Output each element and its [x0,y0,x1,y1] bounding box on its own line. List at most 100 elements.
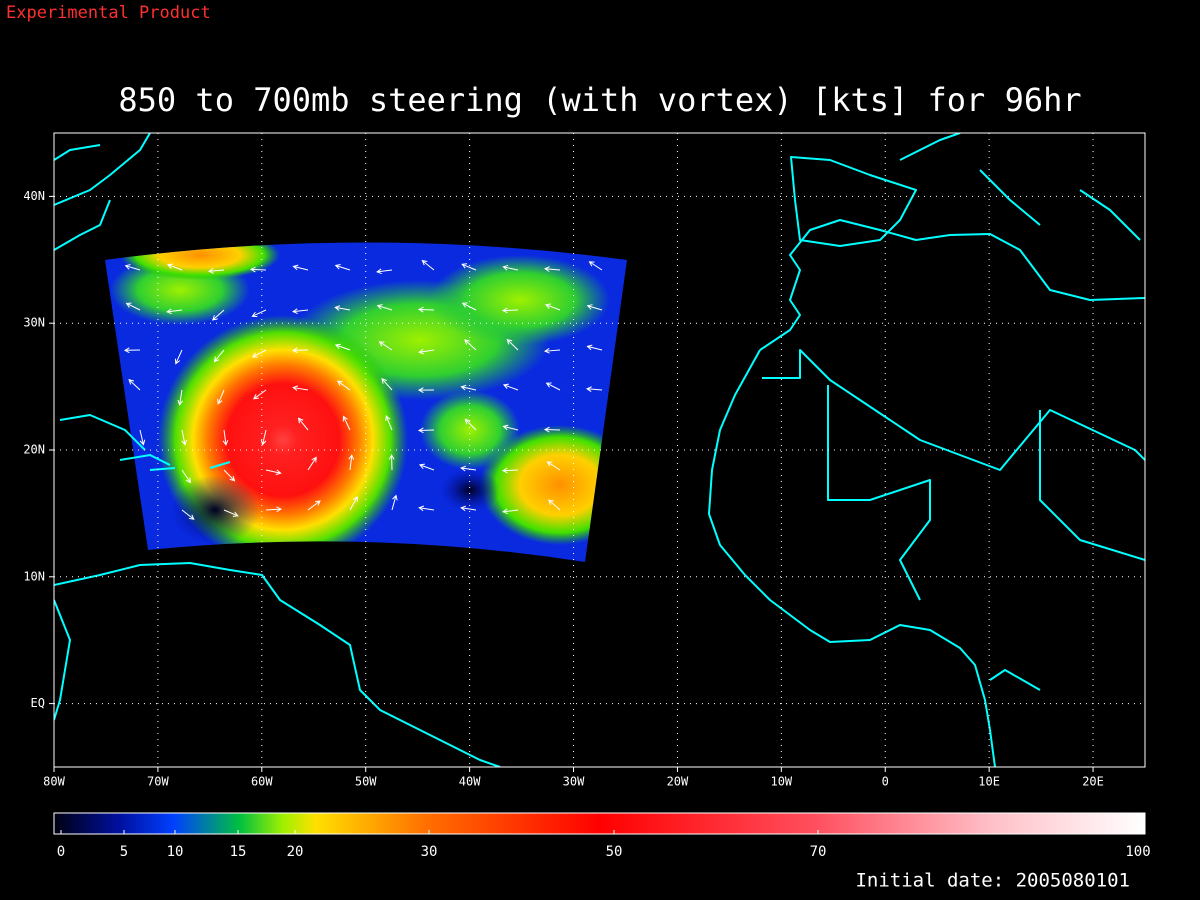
arrow [124,264,141,271]
arrow [181,509,195,520]
arrow [181,429,187,446]
arrow [265,469,282,476]
arrow [139,429,146,446]
arrow [586,304,603,311]
x-tick-label: 70W [147,775,169,789]
arrow [502,264,519,271]
arrow [166,263,183,271]
colorbar-tick-label: 15 [230,844,247,860]
colorbar-tick-label: 100 [1125,844,1150,860]
colorbar-tick-label: 0 [57,844,65,860]
x-tick-label: 20W [667,775,689,789]
arrow [417,427,435,434]
arrow [297,417,309,431]
arrow [376,268,393,275]
y-tick-label: 20N [23,443,45,457]
arrow [378,341,393,351]
arrow [464,339,477,351]
arrow [217,389,225,405]
arrow [251,349,267,358]
arrow [265,506,283,513]
arrow [337,380,351,391]
arrow [292,264,309,271]
arrow [588,261,603,271]
grid [54,133,1145,767]
arrow [545,382,561,391]
arrow [253,389,267,400]
axes: 80W 70W 60W 50W 40W 30W 20W 10W 0 10E 20E EQ 10N 20N 3… [23,189,1104,789]
arrow [461,302,477,311]
arrow [460,505,477,512]
arrow [502,424,519,431]
arrow [334,343,351,351]
arrow [348,454,355,471]
arrow [174,349,183,365]
title: 850 to 700mb steering (with vortex) [kts… [118,81,1081,119]
y-tick-label: 40N [23,189,45,203]
arrow [461,263,477,271]
arrow [212,309,225,321]
arrow [213,349,225,363]
x-tick-label: 80W [43,775,65,789]
colorbar-ticks: 0 5 10 15 20 30 50 70 100 [57,830,1151,860]
arrow [208,268,225,274]
arrow [349,495,358,511]
arrow [464,418,477,431]
arrow [166,308,183,315]
footer: Initial date: 2005080101 [855,870,1130,892]
arrow [223,469,236,482]
arrow [222,429,229,446]
arrow [460,465,477,472]
x-tick-label: 20E [1082,775,1104,789]
arrow [418,348,435,355]
colorbar-tick-label: 30 [421,844,438,860]
arrow [128,378,141,391]
arrow [181,469,191,484]
arrow [223,509,239,517]
arrow [548,499,561,511]
arrow [544,266,561,272]
arrow [307,456,317,471]
arrow [544,348,561,354]
arrow [260,429,267,446]
arrow [376,304,393,311]
y-tick-label: 10N [23,569,45,583]
arrow [249,266,267,273]
arrow [502,383,519,391]
arrow [334,305,351,311]
colorbar-tick-label: 5 [120,844,128,860]
colorbar-tick-label: 50 [606,844,623,860]
colorbar [53,812,1146,835]
coastlines [54,133,1145,767]
arrow [388,453,395,471]
arrow [334,264,351,271]
x-tick-label: 10E [978,775,1000,789]
arrow [417,387,435,393]
colorbar-tick-label: 10 [167,844,184,860]
arrow [586,344,603,351]
arrow [385,415,393,431]
arrow [586,386,603,392]
arrow [292,308,309,315]
arrow [460,384,477,391]
arrow [123,347,141,354]
arrow [307,500,321,511]
x-tick-label: 0 [882,775,889,789]
arrow [417,306,435,313]
arrow [502,508,519,515]
arrow [501,307,519,314]
arrow [543,426,561,433]
steering-arrows [123,259,603,520]
arrow [251,309,267,318]
experimental-label: Experimental Product [6,3,211,23]
arrow [381,378,393,391]
colorbar-tick-label: 20 [287,844,304,860]
y-tick-label: 30N [23,316,45,330]
arrow [291,347,309,354]
x-tick-label: 40W [459,775,481,789]
arrow [391,494,398,511]
arrow [546,461,561,471]
x-tick-label: 30W [563,775,585,789]
arrow [418,505,435,512]
